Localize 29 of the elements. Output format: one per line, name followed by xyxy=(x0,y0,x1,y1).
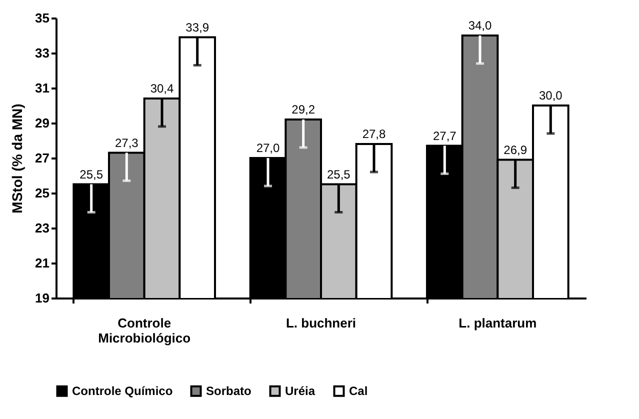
y-tick-label: 29 xyxy=(35,116,50,130)
data-label: 27,0 xyxy=(256,141,280,155)
x-tick-label: L. buchneri xyxy=(286,316,356,330)
y-tick-label: 33 xyxy=(35,46,50,60)
y-tick-label: 35 xyxy=(35,10,50,26)
data-label: 33,9 xyxy=(186,20,210,34)
data-label: 26,9 xyxy=(504,142,528,157)
data-label: 30,0 xyxy=(538,88,563,102)
data-label: 29,2 xyxy=(292,102,316,116)
y-tick-label: 25 xyxy=(35,186,50,200)
data-label: 25,5 xyxy=(80,167,104,182)
data-label: 27,3 xyxy=(114,136,139,150)
y-tick-label: 19 xyxy=(35,290,50,306)
data-label: 34,0 xyxy=(468,18,492,32)
data-label: 27,7 xyxy=(432,128,457,143)
y-tick-label: 31 xyxy=(35,80,50,96)
legend-label: Uréia xyxy=(285,384,316,398)
y-tick-label: 23 xyxy=(35,220,50,236)
data-label: 25,5 xyxy=(326,167,351,182)
x-tick-label: L. plantarum xyxy=(458,316,537,330)
y-tick-label: 27 xyxy=(35,150,50,166)
y-axis-title: MStol (% da MN) xyxy=(9,104,26,214)
y-tick-label: 21 xyxy=(35,256,50,270)
data-label: 30,4 xyxy=(150,82,174,96)
x-tick-label: Controle Microbiológico xyxy=(98,316,191,346)
legend-label: Sorbato xyxy=(206,384,252,398)
legend-label: Controle Químico xyxy=(72,384,173,398)
data-label: 27,8 xyxy=(362,127,386,141)
legend-label: Cal xyxy=(349,384,368,398)
